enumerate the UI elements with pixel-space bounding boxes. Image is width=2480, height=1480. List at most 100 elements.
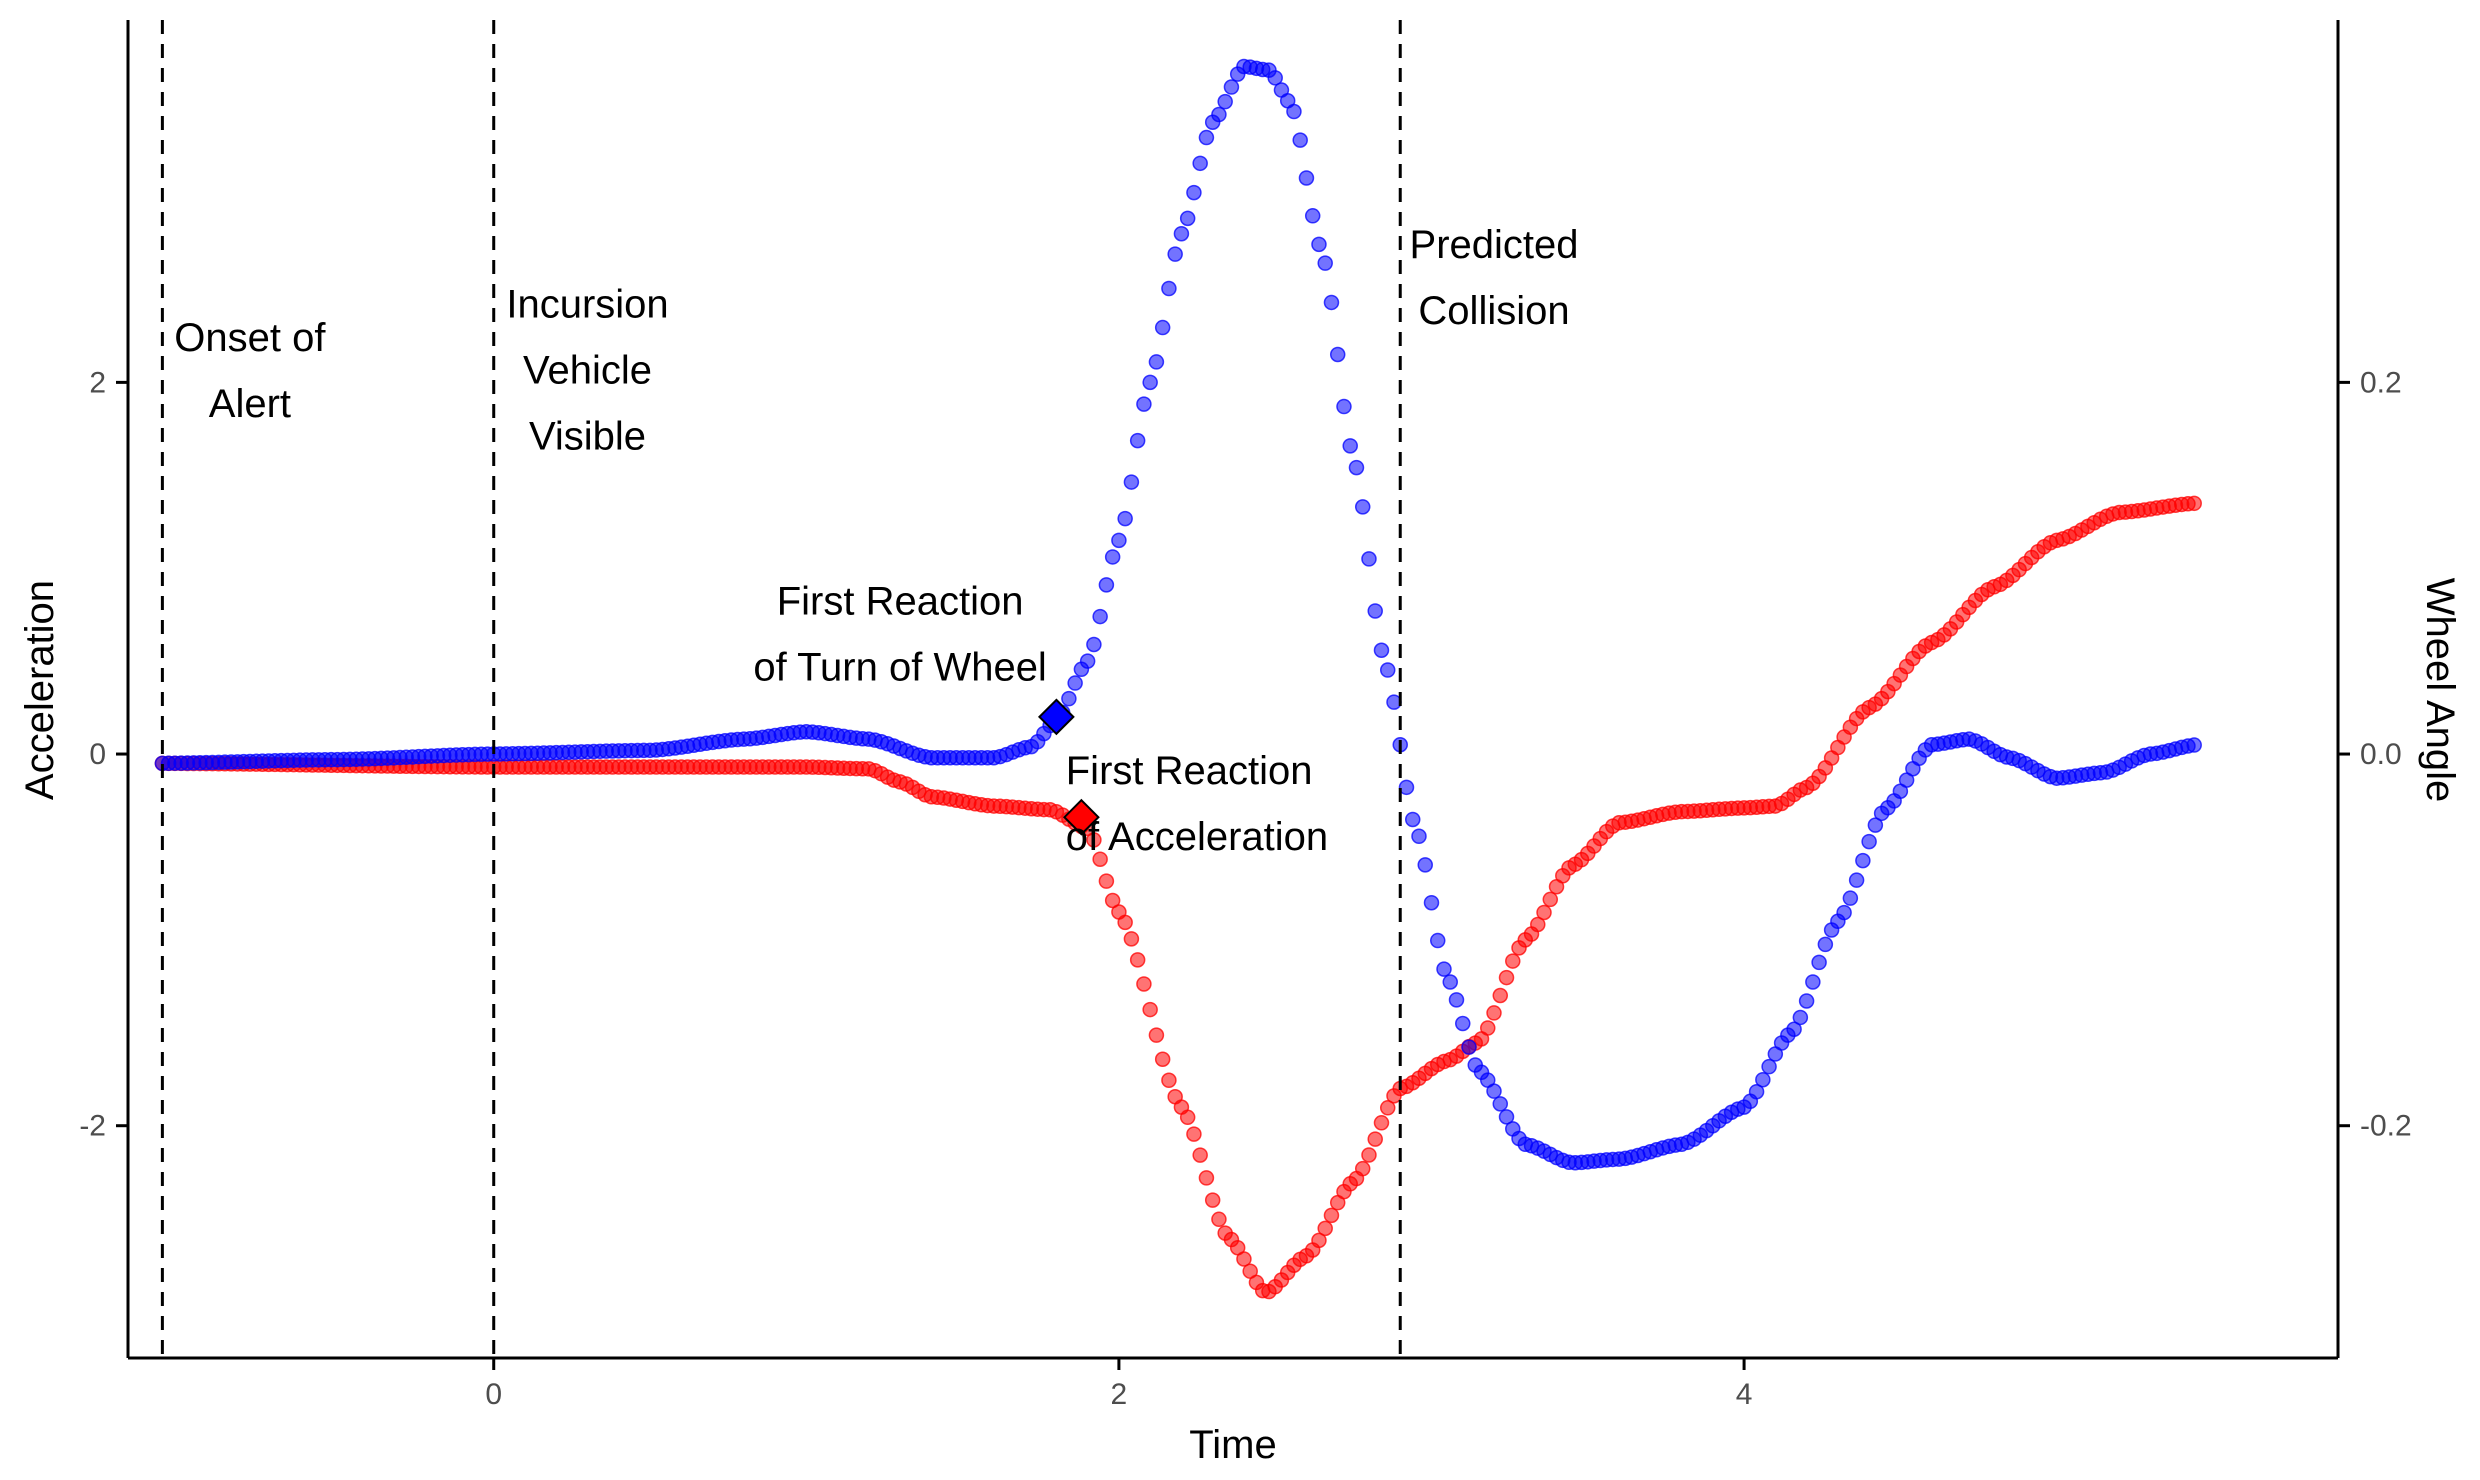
plot-area <box>154 58 2202 1300</box>
data-point <box>1079 653 1096 669</box>
data-point <box>1198 129 1215 146</box>
data-point <box>1192 1147 1208 1163</box>
x-tick-label: 0 <box>485 1378 502 1411</box>
data-point <box>1748 1083 1765 1100</box>
data-point <box>1154 319 1171 336</box>
data-point <box>2186 737 2202 753</box>
y2-tick-label: 0.2 <box>2360 366 2402 399</box>
data-point <box>1161 1072 1177 1089</box>
data-point <box>1842 890 1859 906</box>
annotation-line: of Acceleration <box>1066 815 1328 859</box>
data-point <box>1861 833 1877 850</box>
annotation-line: First Reaction <box>777 580 1024 624</box>
data-point <box>1336 398 1352 415</box>
data-point <box>1086 832 1102 848</box>
data-point <box>1092 851 1108 867</box>
reference-lines <box>160 20 1402 1358</box>
wheel-angle-series <box>154 58 2202 1171</box>
annotation-line: Collision <box>1418 289 1569 333</box>
data-point <box>1098 873 1115 889</box>
data-point <box>1367 603 1383 619</box>
annotation: Predicted Collision <box>1410 223 1579 333</box>
data-point <box>1061 690 1077 707</box>
data-point <box>1136 396 1152 412</box>
data-point <box>1448 992 1465 1008</box>
data-point <box>1092 608 1108 625</box>
data-point <box>1404 811 1421 828</box>
annotation-line: Predicted <box>1410 223 1579 267</box>
data-point <box>1117 510 1133 527</box>
data-point <box>1361 1147 1377 1163</box>
annotations: Onset of Alert Incursion Vehicle Visible Pred… <box>174 223 1578 859</box>
data-point <box>1311 236 1327 253</box>
acceleration-series <box>154 495 2202 1300</box>
data-point <box>1161 280 1177 297</box>
data-point <box>1455 1015 1471 1032</box>
data-point <box>1148 354 1165 370</box>
data-point <box>1354 1160 1371 1177</box>
data-point <box>1167 246 1183 262</box>
data-point <box>1186 1126 1202 1142</box>
data-point <box>1492 987 1509 1004</box>
data-point <box>1198 1170 1215 1186</box>
data-point <box>1192 155 1208 172</box>
y-tick-label: 0 <box>89 738 106 771</box>
annotation-line: First Reaction <box>1066 749 1313 793</box>
data-point <box>1223 79 1240 95</box>
annotation-line: Onset of <box>174 316 326 360</box>
data-point <box>1211 106 1227 123</box>
data-point <box>1136 976 1152 992</box>
data-point <box>1498 1109 1515 1125</box>
data-point <box>1186 184 1202 201</box>
data-point <box>1323 1207 1340 1224</box>
data-point <box>1848 872 1865 888</box>
data-point <box>1086 636 1102 653</box>
y-tick-label: 2 <box>89 366 106 399</box>
data-point <box>1317 255 1333 271</box>
data-point <box>1417 857 1433 873</box>
data-point <box>1836 904 1852 921</box>
data-point <box>1311 1232 1327 1249</box>
data-point <box>1486 1005 1502 1021</box>
data-point <box>1286 103 1302 120</box>
data-point <box>1492 1096 1509 1112</box>
reaction-marker <box>1062 798 1100 836</box>
data-point <box>1423 894 1440 911</box>
data-point <box>1373 1115 1390 1131</box>
data-point <box>1817 936 1834 953</box>
data-point <box>1486 1083 1502 1099</box>
data-point <box>1792 1009 1809 1026</box>
data-point <box>1179 1109 1196 1126</box>
data-point <box>1317 1220 1333 1237</box>
x-axis-title: Time <box>1189 1423 1276 1467</box>
data-point <box>1373 642 1390 659</box>
data-point <box>1811 954 1827 971</box>
data-point <box>1117 914 1133 931</box>
data-point <box>1204 1192 1221 1208</box>
data-point <box>1379 1100 1396 1116</box>
reaction-marker <box>1037 698 1075 736</box>
data-point <box>1342 438 1358 454</box>
x-tick-label: 4 <box>1736 1378 1753 1411</box>
data-point <box>1379 662 1396 678</box>
data-point <box>1323 294 1340 311</box>
annotation-line: Incursion <box>506 282 668 326</box>
data-point <box>1067 675 1083 691</box>
annotation: Onset of Alert <box>174 316 326 426</box>
data-point <box>1142 374 1158 391</box>
data-point <box>1361 551 1377 567</box>
annotation-line: Alert <box>209 382 291 426</box>
data-point <box>1461 1039 1477 1055</box>
data-point <box>1436 961 1452 977</box>
data-point <box>1505 953 1521 969</box>
y2-tick-label: 0.0 <box>2360 738 2402 771</box>
annotation-line: of Turn of Wheel <box>753 646 1046 690</box>
data-point <box>1104 549 1121 565</box>
y-axis-title: Acceleration <box>18 580 62 800</box>
data-point <box>1154 1051 1171 1067</box>
data-point <box>1217 93 1233 110</box>
data-point <box>1411 828 1427 845</box>
annotation: Incursion Vehicle Visible <box>506 282 668 458</box>
data-point <box>1542 891 1559 908</box>
